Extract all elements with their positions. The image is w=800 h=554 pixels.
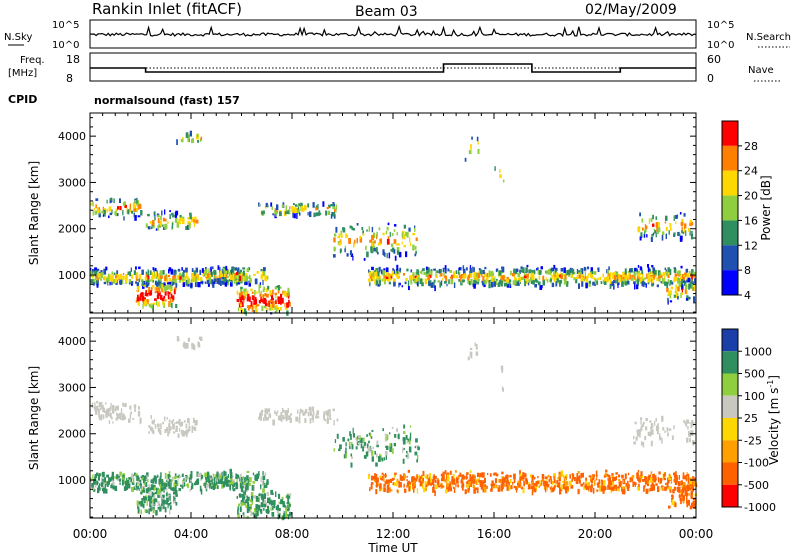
velocity-colorbar: 1000 500 100 25 -25 -100 -500 -1000 xyxy=(721,328,776,514)
noise-tick-top-right: 10^5 xyxy=(707,20,734,31)
x-tick-label-4: 16:00 xyxy=(477,527,512,541)
nave-label: Nave xyxy=(748,65,774,76)
colorbar-tick-1: 500 xyxy=(744,368,765,381)
nsky-label: N.Sky xyxy=(4,32,32,43)
colorbar-swatch-1 xyxy=(722,351,738,374)
date-label: 02/May/2009 xyxy=(585,2,677,18)
x-tick-label-2: 08:00 xyxy=(275,527,310,541)
velocity-heatmap xyxy=(90,335,698,521)
colorbar-swatch-5 xyxy=(722,245,738,271)
colorbar-tick-4: 12 xyxy=(744,239,758,252)
freq-unit-label: [MHz] xyxy=(8,68,37,79)
colorbar-tick-2: 100 xyxy=(744,390,765,403)
x-tick-label-5: 20:00 xyxy=(578,527,613,541)
colorbar-tick-4: -25 xyxy=(744,434,762,447)
velocity-ylabel: Slant Range [km] xyxy=(27,366,41,470)
x-axis-label: Time UT xyxy=(367,541,418,554)
nave-tick-top: 60 xyxy=(707,53,721,66)
velocity-colorbar-label: Velocity [m s-1] xyxy=(766,375,781,465)
plot-title: Rankin Inlet (fitACF) xyxy=(92,0,242,18)
colorbar-swatch-6 xyxy=(722,270,738,295)
colorbar-tick-6: 4 xyxy=(744,289,751,302)
colorbar-swatch-3 xyxy=(722,395,738,418)
colorbar-swatch-0 xyxy=(722,121,738,146)
y-tick-label-1: 2000 xyxy=(58,223,86,236)
power-colorbar: 28 24 20 16 12 8 4 xyxy=(721,120,758,302)
colorbar-swatch-1 xyxy=(722,145,738,171)
y-tick-label-2: 3000 xyxy=(58,381,86,394)
colorbar-tick-2: 20 xyxy=(744,190,758,203)
colorbar-tick-5: 8 xyxy=(744,264,751,277)
colorbar-swatch-4 xyxy=(722,220,738,246)
cpid-value: normalsound (fast) 157 xyxy=(94,94,240,107)
freq-label: Freq. xyxy=(20,55,45,66)
colorbar-swatch-3 xyxy=(722,195,738,221)
nave-tick-bottom: 0 xyxy=(707,72,714,85)
colorbar-swatch-2 xyxy=(722,170,738,196)
noise-panel: N.Sky 10^5 10^0 10^5 10^0 N.Search xyxy=(4,19,791,51)
x-tick-label-1: 04:00 xyxy=(174,527,209,541)
power-panel: 1000 2000 3000 4000 Slant Range [km] 28 24 20… xyxy=(27,112,773,316)
colorbar-tick-0: 28 xyxy=(744,140,758,153)
colorbar-tick-6: -500 xyxy=(744,479,769,492)
power-heatmap xyxy=(90,130,697,316)
y-tick-label-3: 4000 xyxy=(58,335,86,348)
colorbar-tick-3: 25 xyxy=(744,412,758,425)
y-tick-label-0: 1000 xyxy=(58,269,86,282)
y-tick-label-2: 3000 xyxy=(58,176,86,189)
power-ylabel: Slant Range [km] xyxy=(27,161,41,265)
power-colorbar-label: Power [dB] xyxy=(759,175,773,240)
cpid-label: CPID xyxy=(8,93,37,106)
freq-line xyxy=(90,63,696,73)
y-tick-label-3: 4000 xyxy=(58,130,86,143)
colorbar-tick-0: 1000 xyxy=(744,345,772,358)
colorbar-swatch-5 xyxy=(722,440,738,463)
nsearch-label: N.Search xyxy=(746,32,791,43)
freq-tick-top: 18 xyxy=(66,53,80,66)
colorbar-swatch-0 xyxy=(722,329,738,352)
y-tick-label-1: 2000 xyxy=(58,428,86,441)
beam-label: Beam 03 xyxy=(355,4,418,20)
colorbar-tick-3: 16 xyxy=(744,214,758,227)
noise-sky-line xyxy=(89,24,697,38)
x-tick-label-0: 00:00 xyxy=(73,527,108,541)
x-tick-label-6: 00:00 xyxy=(679,527,714,541)
colorbar-tick-7: -1000 xyxy=(744,501,776,514)
colorbar-tick-5: -100 xyxy=(744,457,769,470)
freq-tick-bottom: 8 xyxy=(66,72,73,85)
colorbar-swatch-6 xyxy=(722,462,738,485)
colorbar-swatch-4 xyxy=(722,418,738,441)
noise-tick-bottom-left: 10^0 xyxy=(52,40,79,51)
x-tick-labels: 00:00 04:00 08:00 12:00 16:00 20:00 00:00 xyxy=(73,527,714,541)
noise-tick-top-left: 10^5 xyxy=(52,20,79,31)
velocity-panel: 1000 2000 3000 4000 Slant Range [km] 1000 50… xyxy=(27,317,781,521)
noise-tick-bottom-right: 10^0 xyxy=(707,40,734,51)
freq-panel: Freq. [MHz] 18 8 60 0 Nave CPID normalso… xyxy=(8,52,780,107)
colorbar-swatch-7 xyxy=(722,484,738,507)
colorbar-swatch-2 xyxy=(722,373,738,396)
y-tick-label-0: 1000 xyxy=(58,474,86,487)
colorbar-tick-1: 24 xyxy=(744,165,758,178)
x-tick-label-3: 12:00 xyxy=(376,527,411,541)
